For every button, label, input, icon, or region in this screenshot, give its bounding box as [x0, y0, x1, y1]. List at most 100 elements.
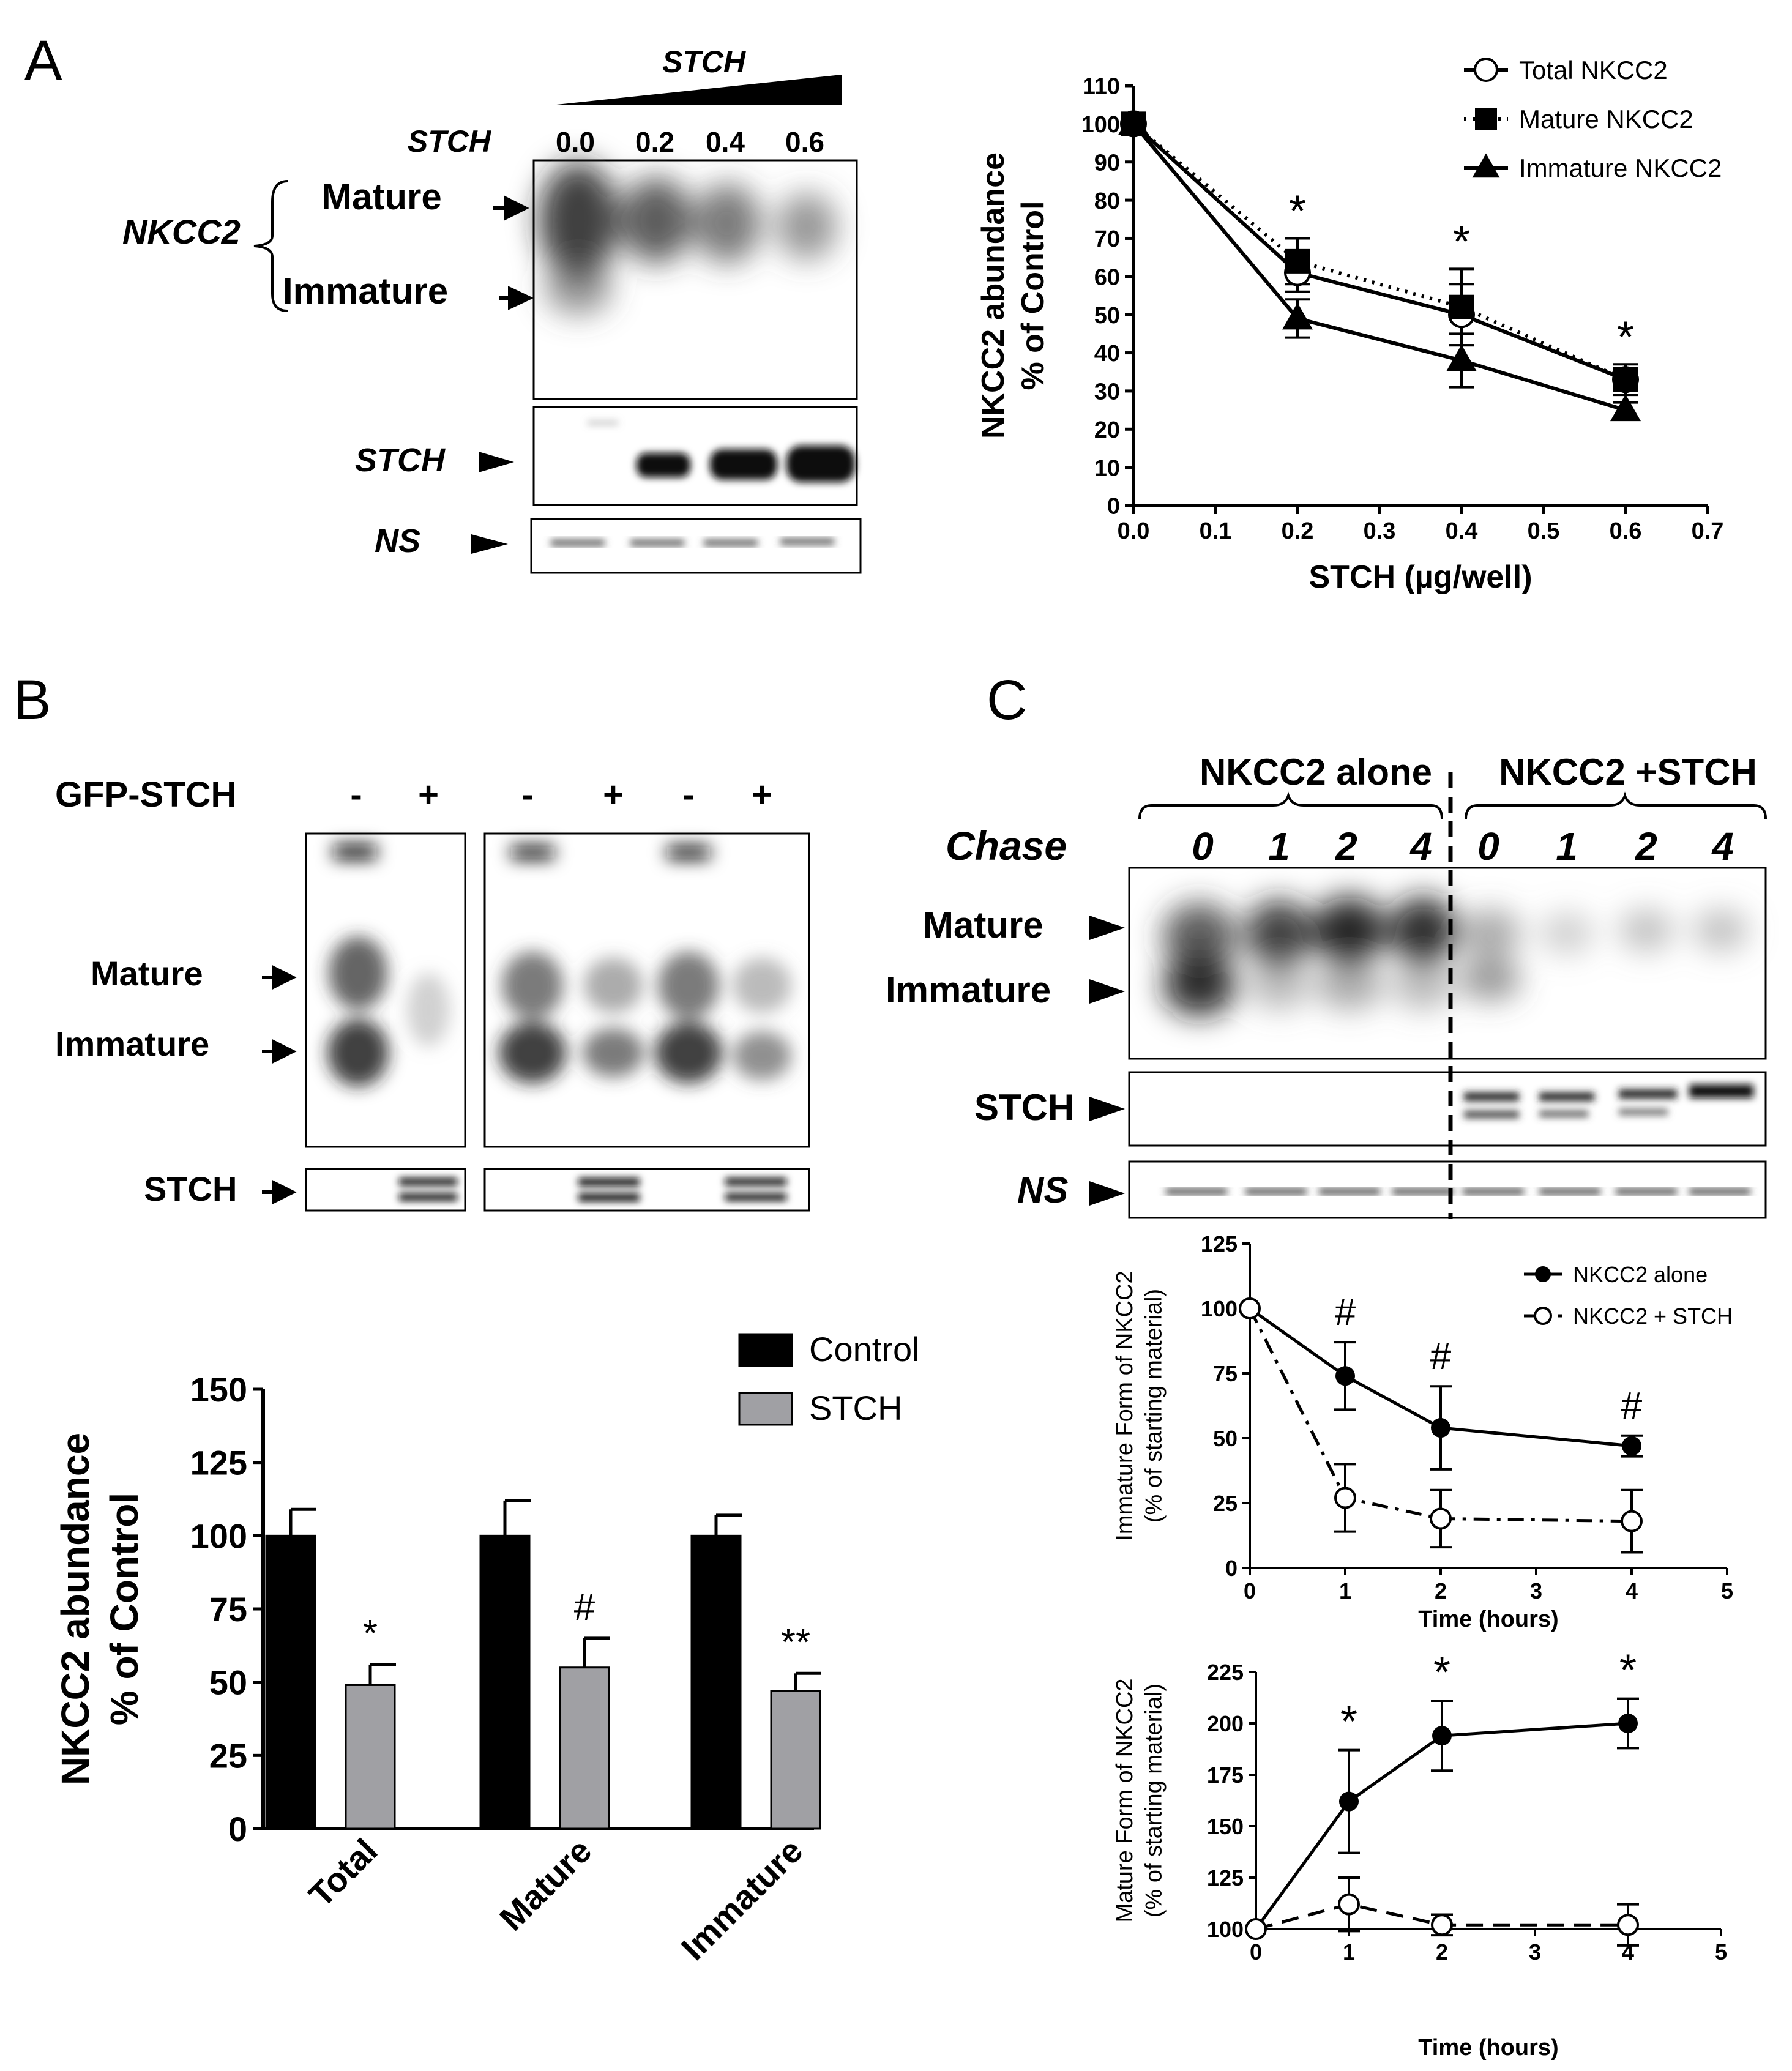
band-label-immature: Immature [283, 271, 448, 312]
C-immature-legend-marker [1535, 1266, 1551, 1282]
panel-b-blot: B GFP-STCH - + - + - + Mature Immature [13, 669, 810, 1212]
C-immature-legend-marker [1534, 1307, 1552, 1325]
blot-a-nkcc2-bands [539, 162, 837, 315]
C-mature-y-tick-label: 175 [1207, 1763, 1244, 1788]
chase-t3: 2 [1335, 824, 1357, 868]
C-immature-y-tick-label: 50 [1213, 1426, 1238, 1451]
C-mature-significance-mark: * [1619, 1646, 1637, 1695]
b-stch-label: STCH [144, 1170, 237, 1208]
C-mature-x-tick-label: 2 [1436, 1939, 1448, 1965]
blot-b-nkcc2-bands [327, 845, 791, 1086]
c-arrowhead-mature [1089, 916, 1125, 940]
C-immature-y-tick-label: 25 [1213, 1491, 1238, 1516]
treatment-label: GFP-STCH [55, 775, 236, 815]
A-y-tick-label: 40 [1094, 341, 1120, 367]
b-y-tick-label: 50 [209, 1663, 247, 1702]
b-y-axis-label: % of Control [102, 1493, 146, 1725]
C-immature-point [1621, 1510, 1643, 1532]
C-immature-point [1239, 1297, 1261, 1319]
sign-1: - [350, 775, 362, 815]
b-arrow-mature [262, 965, 297, 990]
A-x-tick-label: 0.6 [1610, 518, 1642, 544]
C-immature-x-tick-label: 0 [1244, 1578, 1256, 1603]
b-band-label-mature: Mature [91, 954, 203, 993]
A-x-tick-label: 0.5 [1528, 518, 1560, 544]
b-legend-swatch [738, 1333, 793, 1367]
group-bracket-alone [1138, 791, 1443, 819]
C-immature-legend-label: NKCC2 alone [1573, 1262, 1708, 1287]
A-x-tick-label: 0.1 [1200, 518, 1232, 544]
sign-4: + [603, 775, 624, 815]
b-significance-mark: ** [781, 1621, 810, 1663]
dose-3: 0.6 [785, 126, 824, 158]
blot-c-ns-bands [1166, 1188, 1750, 1195]
A-point [1613, 367, 1638, 392]
A-x-tick-label: 0.7 [1692, 518, 1724, 544]
A-legend-marker [1474, 58, 1498, 82]
blot-b-stch-right-box [483, 1168, 810, 1212]
b-y-tick-label: 75 [209, 1590, 247, 1629]
C-mature-significance-mark: * [1340, 1698, 1357, 1747]
arrow-immature [499, 286, 534, 310]
c-arrowhead-stch [1089, 1097, 1125, 1121]
A-y-tick-label: 80 [1094, 188, 1120, 214]
c-arrowhead-ns [1089, 1181, 1125, 1206]
blot-a-ns-bands [551, 539, 834, 546]
chase-label: Chase [946, 823, 1067, 868]
blot-b-stch-bands [399, 1178, 786, 1201]
chart-b-bar: 0 25 50 75 100 125 150 NKCC2 abundance% of Cont… [53, 1330, 920, 1968]
panel-a-letter: A [24, 29, 62, 92]
C-mature-y-tick-label: 100 [1207, 1917, 1244, 1942]
C-mature-y-tick-label: 125 [1207, 1865, 1244, 1890]
C-mature-point [1432, 1726, 1452, 1746]
A-series-line-0 [1132, 122, 1627, 381]
arrowhead-stch [479, 452, 514, 472]
C-immature-significance-mark: # [1430, 1335, 1452, 1378]
A-point [1285, 248, 1310, 274]
b-category-label: Immature [674, 1831, 810, 1968]
b-significance-mark: # [574, 1586, 595, 1629]
A-point [1446, 345, 1477, 372]
c-arrowhead-immature [1089, 979, 1125, 1004]
A-y-tick-label: 70 [1094, 226, 1120, 252]
band-label-mature: Mature [321, 176, 442, 217]
A-y-tick-label: 100 [1081, 112, 1120, 138]
C-immature-y-tick-label: 0 [1225, 1556, 1238, 1581]
A-significance-mark: * [1453, 217, 1470, 266]
A-x-axis-label: STCH (µg/well) [1309, 559, 1532, 595]
c-stch-label: STCH [974, 1087, 1074, 1128]
sign-3: - [521, 775, 533, 815]
A-significance-mark: * [1617, 313, 1634, 362]
b-y-axis-label: NKCC2 abundance [53, 1433, 97, 1785]
blot-c-stch-box [1128, 1071, 1767, 1147]
chart-a-line: 0 10 20 30 40 50 60 70 80 90 100 110 0.0 0.1 0.2 0.3 0.4… [976, 56, 1723, 595]
A-y-tick-label: 20 [1094, 417, 1120, 443]
A-point [1282, 302, 1313, 330]
A-y-tick-label: 30 [1094, 379, 1120, 405]
C-mature-point [1339, 1791, 1359, 1812]
blot-c-stch-bands [1464, 1084, 1753, 1118]
C-immature-point [1334, 1487, 1356, 1509]
C-immature-y-tick-label: 100 [1201, 1296, 1238, 1321]
panel-c-blot: C NKCC2 alone NKCC2 +STCH Chase 0 1 2 4 … [886, 669, 1767, 1219]
sign-6: + [752, 775, 772, 815]
b-y-tick-label: 100 [190, 1517, 247, 1555]
C-immature-point [1430, 1507, 1452, 1530]
blot-c-nkcc2-bands [1163, 897, 1749, 1016]
A-series-line-2 [1132, 122, 1626, 412]
A-x-tick-label: 0.2 [1282, 518, 1314, 544]
b-y-tick-label: 150 [190, 1370, 247, 1409]
C-immature-x-axis-label: Time (hours) [1418, 1606, 1558, 1632]
A-y-axis-label: NKCC2 abundance [976, 152, 1011, 439]
gradient-label: STCH [662, 45, 746, 79]
C-mature-y-tick-label: 200 [1207, 1711, 1244, 1736]
chase-t7: 2 [1635, 824, 1657, 868]
A-x-tick-label: 0.0 [1118, 518, 1150, 544]
b-bar-stch [345, 1684, 396, 1830]
b-arrow-stch [262, 1180, 297, 1204]
chase-t5: 0 [1477, 824, 1499, 868]
A-x-tick-label: 0.3 [1364, 518, 1396, 544]
b-bar-stch [559, 1666, 610, 1830]
A-y-tick-label: 50 [1094, 303, 1120, 329]
